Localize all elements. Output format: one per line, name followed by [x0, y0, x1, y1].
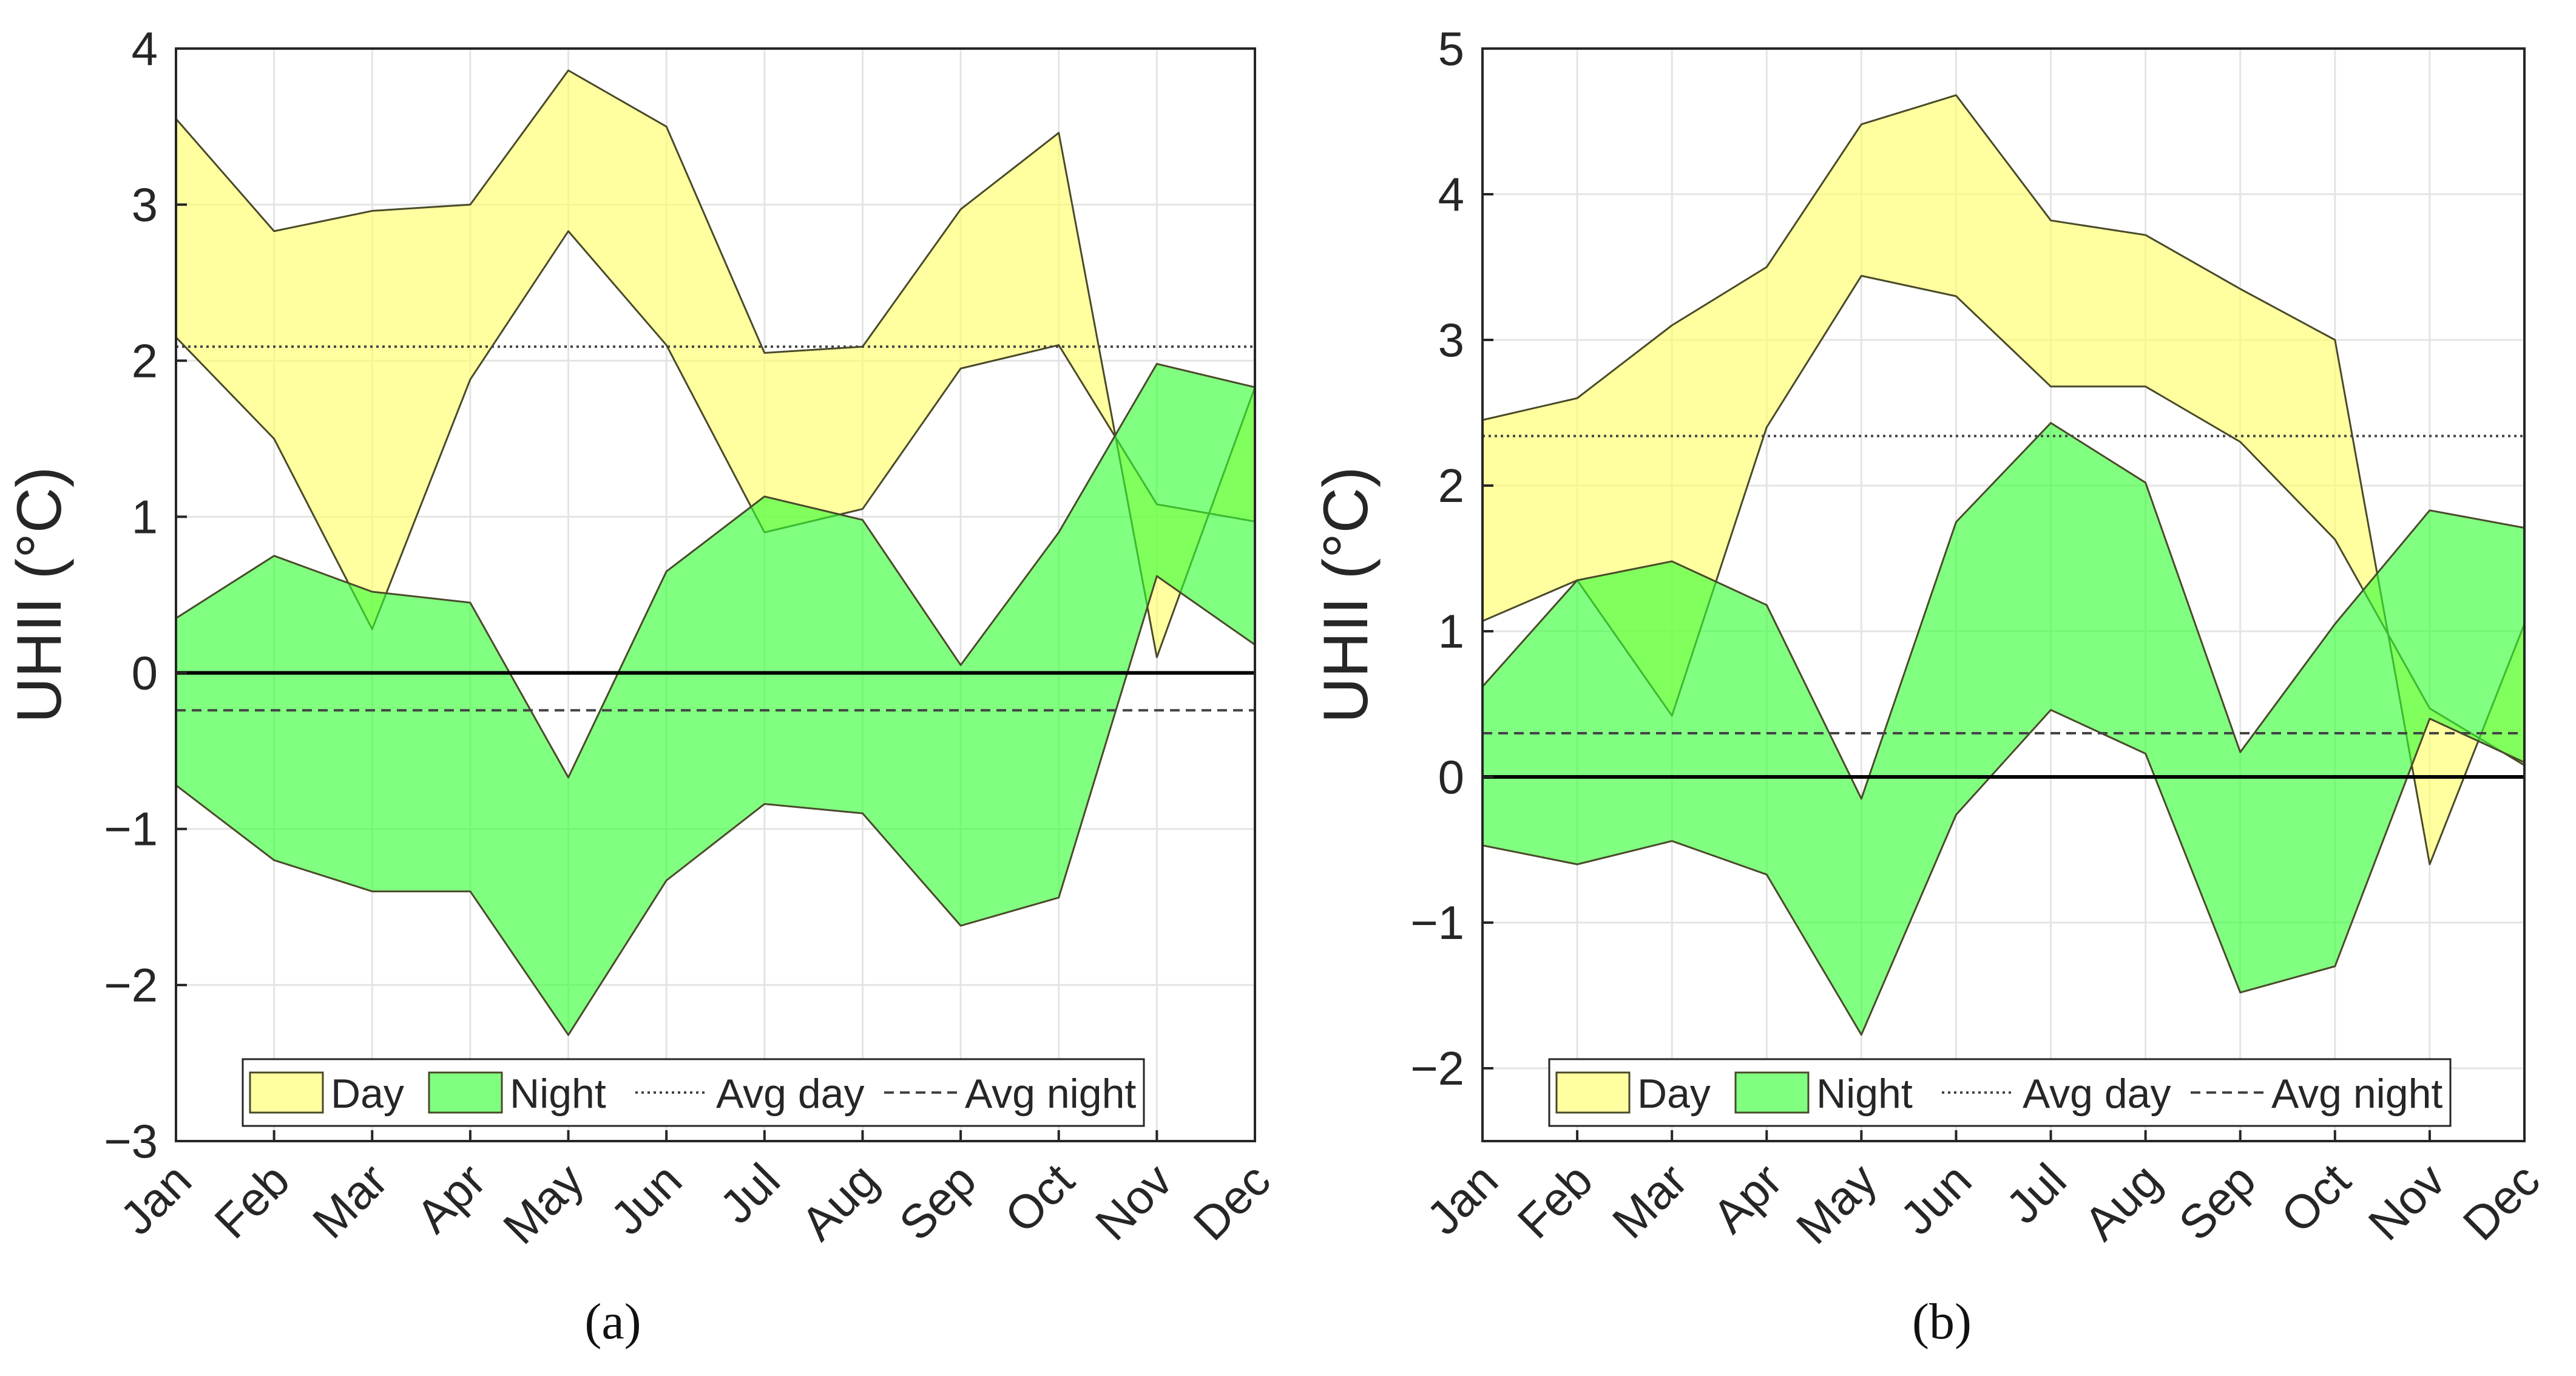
- y-tick-label: 4: [132, 22, 158, 75]
- x-tick-label: Feb: [1507, 1153, 1603, 1249]
- y-tick-label: 1: [132, 490, 158, 543]
- legend-day-label: Day: [331, 1071, 404, 1117]
- y-tick-label: 0: [1438, 750, 1464, 804]
- x-tick-label: Nov: [2358, 1153, 2455, 1250]
- axes-box: [1481, 47, 2526, 1142]
- x-tick-label: May: [1786, 1153, 1887, 1254]
- x-tick-label: Dec: [1183, 1153, 1280, 1250]
- legend-day-swatch: [1555, 1071, 1631, 1114]
- y-tick-label: 3: [132, 178, 158, 231]
- legend-night-swatch: [428, 1071, 503, 1114]
- x-tick-label: Sep: [889, 1153, 986, 1250]
- y-tick-label: 1: [1438, 605, 1464, 658]
- legend-day-label: Day: [1637, 1071, 1711, 1117]
- panel-label: (b): [1912, 1293, 1972, 1350]
- legend-night-label: Night: [1816, 1071, 1913, 1117]
- x-tick-label: Jun: [1890, 1153, 1981, 1245]
- x-tick-label: Jul: [709, 1153, 790, 1234]
- y-tick-label: 4: [1438, 168, 1464, 221]
- x-tick-label: Aug: [2074, 1153, 2171, 1250]
- legend-night-label: Night: [510, 1071, 606, 1117]
- axes-box: [175, 47, 1256, 1142]
- x-tick-label: Oct: [995, 1153, 1084, 1243]
- legend: Day Night Avg day Avg night: [1548, 1058, 2452, 1127]
- legend: Day Night Avg day Avg night: [242, 1058, 1145, 1127]
- panel-label: (a): [584, 1293, 641, 1350]
- y-tick-label: 2: [1438, 459, 1464, 512]
- x-tick-label: Aug: [791, 1153, 888, 1250]
- x-tick-label: Jan: [1416, 1153, 1508, 1245]
- x-tick-label: Mar: [302, 1153, 397, 1249]
- x-tick-label: Oct: [2271, 1153, 2361, 1243]
- y-tick-label: −1: [1410, 896, 1464, 949]
- y-axis-label: UHII (°C): [4, 467, 75, 724]
- x-tick-label: Nov: [1085, 1153, 1182, 1250]
- y-tick-label: −3: [104, 1114, 158, 1168]
- legend-box: [242, 1058, 1145, 1127]
- y-axis-label: UHII (°C): [1311, 467, 1381, 724]
- x-tick-label: Mar: [1602, 1153, 1697, 1249]
- legend-avg-day-label: Avg day: [716, 1071, 864, 1117]
- x-tick-label: Apr: [1702, 1153, 1792, 1243]
- legend-day-swatch: [249, 1071, 324, 1114]
- y-tick-label: −2: [1410, 1042, 1464, 1095]
- y-tick-label: −2: [104, 958, 158, 1012]
- x-tick-label: Apr: [406, 1153, 496, 1243]
- x-tick-label: Dec: [2453, 1153, 2550, 1250]
- x-tick-label: Feb: [204, 1153, 299, 1249]
- x-tick-label: Jun: [600, 1153, 692, 1245]
- y-tick-label: 2: [132, 334, 158, 387]
- legend-avg-day-label: Avg day: [2023, 1071, 2171, 1117]
- y-tick-label: 3: [1438, 313, 1464, 367]
- y-tick-label: 5: [1438, 22, 1464, 75]
- y-tick-label: 0: [132, 646, 158, 700]
- x-tick-label: May: [493, 1153, 593, 1254]
- x-tick-label: Sep: [2168, 1153, 2265, 1250]
- y-tick-label: −1: [104, 802, 158, 856]
- legend-avg-night-label: Avg night: [2271, 1071, 2442, 1117]
- legend-night-swatch: [1734, 1071, 1810, 1114]
- legend-box: [1548, 1058, 2452, 1127]
- x-tick-label: Jul: [1996, 1153, 2077, 1234]
- legend-avg-night-label: Avg night: [965, 1071, 1136, 1117]
